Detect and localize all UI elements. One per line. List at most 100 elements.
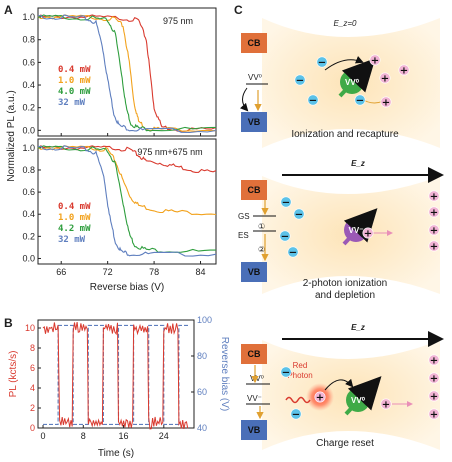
legend-bottom-3: 32 mW (58, 235, 86, 245)
charge-sign: − (282, 367, 290, 378)
field-label-1: E_z=0 (334, 19, 357, 28)
electron-marker (354, 94, 366, 106)
nv-center-1: VV⁰ (338, 58, 376, 98)
gs-label: GS (238, 212, 250, 221)
a-bot-ytick-label: 0.4 (22, 209, 35, 219)
recapture-arrow-1 (240, 87, 249, 112)
electron-marker (316, 56, 328, 68)
charge-sign: + (430, 409, 438, 420)
electron-marker (279, 230, 291, 242)
state-label-1: VV⁰ (248, 73, 262, 82)
cb-block-3 (241, 344, 267, 364)
electron-marker (280, 196, 292, 208)
a-bot-ytick-label: 0.6 (22, 187, 35, 197)
b-x-tick-label: 8 (81, 431, 86, 441)
panel-a-bottom-plot: 0.0 0.2 0.4 0.6 0.8 1.0 66 72 78 84 975 nm+675 n… (22, 138, 217, 277)
charge-sign: + (371, 55, 379, 66)
cb-block-2 (241, 180, 267, 200)
scene-charge-reset: E_z CB VB VV⁰ VV⁻ Red Photon VV⁰ Charge … (241, 323, 444, 450)
annotation-975nm: 975 nm (163, 16, 193, 26)
photon-label-a: Red (293, 361, 308, 370)
charge-sign: − (281, 231, 289, 242)
red-photon-wave (285, 396, 311, 404)
b-left-tick-label: 2 (30, 403, 35, 413)
vb-label-3: VB (248, 425, 261, 435)
panel-a-top-plot: 0.0 0.2 0.4 0.6 0.8 1.0 975 nm 0.4 mW 1.0 mW … (22, 7, 217, 137)
b-left-tick-label: 6 (30, 363, 35, 373)
legend-top-1: 1.0 mW (58, 76, 91, 86)
state-label-3a: VV⁰ (250, 374, 264, 383)
hole-marker (428, 354, 440, 366)
hole-marker (428, 206, 440, 218)
hole-marker (428, 372, 440, 384)
charge-sign: + (430, 191, 438, 202)
legend-top: 0.4 mW 1.0 mW 4.0 mW 32 mW (58, 65, 91, 108)
nv-center-2: VV⁻ (342, 208, 378, 246)
cb-label-1: CB (248, 38, 261, 48)
photon-label-b: Photon (287, 371, 312, 380)
a-top-ytick-label: 0.0 (22, 125, 35, 135)
nv-spin-arrow-3 (344, 376, 382, 416)
field-label-3: E_z (351, 323, 365, 332)
panel-label-a: A (4, 3, 13, 17)
nv-spin-arrow-2 (342, 208, 378, 246)
hole-marker (398, 64, 410, 76)
scene-ionization-recapture: E_z=0 CB VB VV⁰ VV⁰ Ionization and recap… (240, 18, 440, 148)
a-top-series-line (37, 14, 217, 132)
charge-sign: − (295, 209, 303, 220)
panel-label-b: B (4, 316, 13, 330)
charge-sign: − (289, 247, 297, 258)
electron-marker (294, 74, 306, 86)
charge-sign: − (292, 409, 300, 420)
plot-frame-b (37, 319, 195, 429)
b-x-tick-label: 24 (159, 431, 169, 441)
charge-sign: + (430, 373, 438, 384)
plot-frame-bottom (37, 138, 217, 265)
b-right-tick-label: 60 (197, 387, 207, 397)
a-bot-xtick-label: 84 (196, 267, 206, 277)
charge-sign: + (381, 73, 389, 84)
a-top-series-line (37, 14, 217, 134)
es-label: ES (238, 231, 249, 240)
charge-sign: − (356, 95, 364, 106)
plot-frame-top (37, 7, 217, 137)
nv-label-1: VV⁰ (345, 78, 360, 87)
hole-marker (380, 96, 392, 108)
a-bot-ytick-label: 0.2 (22, 231, 35, 241)
hole-marker (380, 398, 392, 410)
b-right-tick-label: 80 (197, 351, 207, 361)
legend-top-0: 0.4 mW (58, 65, 91, 75)
cb-label-2: CB (248, 185, 261, 195)
charge-sign: + (430, 391, 438, 402)
charge-sign: + (382, 97, 390, 108)
charge-sign: − (318, 57, 326, 68)
charge-sign: + (430, 207, 438, 218)
b-left-tick-label: 4 (30, 383, 35, 393)
legend-top-2: 4.0 mW (58, 87, 91, 97)
hole-marker (428, 408, 440, 420)
nv-spin-arrow-1 (338, 58, 376, 98)
a-bot-xtick-label: 78 (149, 267, 159, 277)
electron-marker (280, 366, 292, 378)
a-top-ytick-label: 0.6 (22, 57, 35, 67)
cb-label-3: CB (248, 349, 261, 359)
charge-sign: + (382, 399, 390, 410)
scene-2photon-ionization: E_z CB VB GS ES ① ② VV⁻ 2-photon ionizat… (238, 159, 444, 301)
panel-a-xlabel: Reverse bias (V) (90, 282, 164, 293)
field-label-2: E_z (351, 159, 365, 168)
hole-marker (379, 72, 391, 84)
b-x-tick-label: 16 (119, 431, 129, 441)
a-bot-ytick-label: 0.0 (22, 253, 35, 263)
a-top-ytick-label: 0.8 (22, 35, 35, 45)
step-1-marker: ① (258, 222, 265, 231)
b-right-tick-label: 100 (197, 315, 212, 325)
b-left-tick-label: 0 (30, 423, 35, 433)
a-top-ytick-label: 0.4 (22, 80, 35, 90)
step-2-marker: ② (258, 245, 265, 254)
panel-b-ylabel-right: Reverse bias (V) (219, 337, 230, 411)
legend-bottom-2: 4.2 mW (58, 224, 91, 234)
cb-block-1 (241, 33, 267, 53)
charge-sign: − (296, 75, 304, 86)
